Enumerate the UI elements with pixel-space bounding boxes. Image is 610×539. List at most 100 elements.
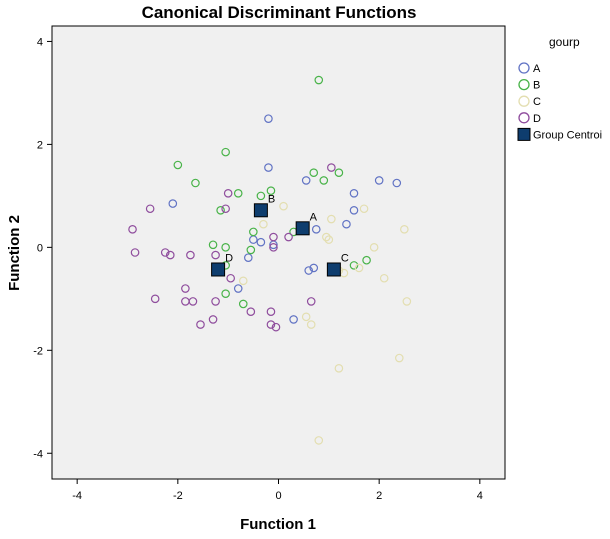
point-a: [349, 205, 359, 215]
legend-label: D: [533, 113, 541, 125]
point-b: [334, 168, 344, 178]
point-c: [327, 214, 336, 224]
point-d: [271, 322, 281, 332]
point-d: [266, 307, 276, 316]
point-c: [238, 276, 248, 286]
point-a: [233, 284, 243, 293]
point-a: [392, 178, 402, 188]
point-d: [188, 297, 198, 306]
legend-marker-centroid: [517, 127, 531, 141]
point-b: [216, 205, 225, 215]
point-a: [168, 199, 178, 208]
point-d: [226, 273, 235, 283]
point-a: [304, 266, 314, 275]
point-c: [314, 436, 324, 445]
point-c: [306, 320, 316, 329]
legend-label: A: [533, 63, 541, 75]
point-b: [256, 191, 266, 201]
point-b: [221, 147, 230, 157]
y-axis: -4 -2 0 2 4: [33, 36, 52, 460]
point-a: [244, 253, 253, 262]
point-b: [221, 243, 230, 252]
centroid-a: [295, 221, 310, 236]
x-axis: -4 -2 0 2 4: [72, 479, 483, 502]
legend-label: C: [533, 96, 541, 108]
point-d: [211, 297, 220, 306]
x-tick-label: 2: [376, 490, 382, 502]
point-c: [369, 243, 379, 252]
point-a: [342, 219, 351, 229]
point-d: [269, 243, 278, 252]
point-c: [279, 201, 288, 211]
legend-label: B: [533, 80, 540, 92]
centroid-b: [253, 203, 268, 218]
point-c: [259, 219, 268, 229]
point-c: [400, 225, 409, 234]
point-b: [221, 289, 230, 298]
point-b: [349, 261, 359, 270]
point-d: [211, 250, 220, 260]
point-c: [379, 273, 389, 283]
point-d: [269, 232, 278, 242]
point-d: [223, 189, 233, 198]
point-d: [186, 250, 195, 260]
centroid-label-c: C: [341, 252, 349, 264]
point-c: [394, 353, 404, 363]
x-tick-label: 4: [477, 490, 483, 502]
point-c: [301, 312, 311, 322]
point-d: [284, 232, 293, 242]
point-a: [301, 176, 311, 185]
point-c: [322, 232, 331, 242]
point-c: [324, 235, 334, 244]
centroid-label-b: B: [268, 193, 275, 205]
point-b: [319, 176, 329, 185]
centroid-c: [326, 262, 341, 277]
point-a: [349, 189, 359, 198]
legend-title: gourp: [549, 35, 580, 49]
point-d: [128, 225, 137, 234]
point-b: [266, 186, 276, 196]
legend-marker-b: [518, 78, 530, 91]
point-b: [246, 245, 256, 255]
plot-area: [51, 25, 506, 480]
centroid-label-a: A: [310, 211, 318, 223]
point-d: [306, 297, 316, 306]
centroid-d: [211, 262, 226, 277]
point-b: [314, 75, 324, 85]
point-b: [233, 189, 243, 198]
point-d: [266, 320, 276, 329]
point-c: [359, 204, 369, 214]
point-d: [327, 163, 336, 172]
point-a: [374, 176, 384, 185]
point-c: [354, 263, 364, 273]
point-d: [130, 248, 140, 257]
group-centroids: A B C D: [211, 193, 349, 277]
point-d: [181, 284, 190, 293]
point-b: [309, 168, 319, 178]
point-d: [221, 204, 230, 214]
y-tick-label: -4: [33, 448, 43, 460]
legend-marker-d: [518, 112, 530, 124]
point-a: [256, 237, 266, 247]
x-tick-label: -4: [72, 490, 82, 502]
point-d: [145, 204, 155, 214]
data-points: [128, 75, 412, 445]
point-b: [191, 178, 200, 188]
y-tick-label: 0: [37, 242, 43, 254]
point-c: [402, 297, 412, 306]
point-a: [309, 263, 319, 273]
point-c: [334, 364, 344, 373]
point-d: [165, 250, 175, 260]
point-b: [249, 227, 258, 237]
point-d: [208, 315, 218, 324]
point-a: [264, 163, 273, 172]
point-b: [173, 160, 183, 170]
point-d: [150, 294, 160, 304]
x-tick-label: 0: [275, 490, 281, 502]
y-tick-label: 2: [37, 139, 43, 151]
legend-label: Group Centroi: [533, 129, 602, 141]
point-d: [196, 320, 205, 329]
y-tick-label: -2: [33, 345, 43, 357]
